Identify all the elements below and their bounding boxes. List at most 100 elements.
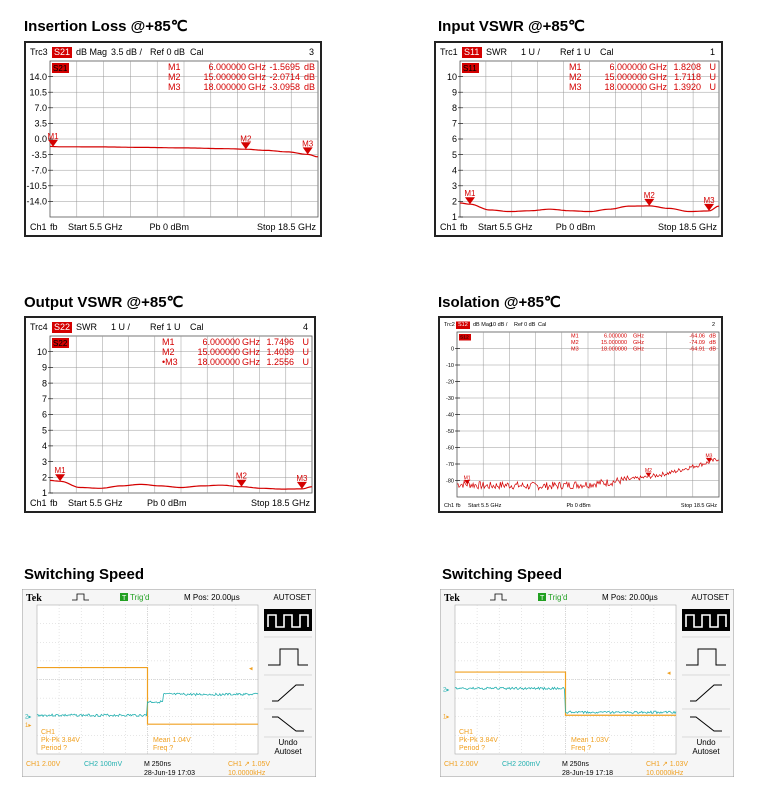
- y-tick-label: 6: [452, 134, 457, 144]
- marker-value-unit: dB: [304, 82, 315, 92]
- y-tick-label: -10: [446, 363, 454, 369]
- trace-format: SWR: [486, 47, 507, 57]
- param-label: S21: [54, 47, 70, 57]
- ch2-scale: CH2 200mV: [502, 761, 540, 768]
- trace-ref: Ref 0 dB: [514, 322, 536, 328]
- marker-name: M1: [571, 334, 579, 340]
- y-tick-label: -20: [446, 379, 454, 385]
- marker-freq: 6.000000: [609, 62, 647, 72]
- ch1-scale: CH1 2.00V: [26, 761, 61, 768]
- ch1-scale: CH1 2.00V: [444, 761, 479, 768]
- marker-triangle: [302, 147, 313, 155]
- marker-name: M2: [162, 347, 175, 357]
- marker-value-unit: U: [303, 357, 310, 367]
- ref-tag: [462, 63, 479, 73]
- marker-freq: 6.000000: [202, 337, 240, 347]
- marker-freq-unit: GHz: [242, 357, 261, 367]
- channel-number: 3: [309, 47, 314, 57]
- marker-value-unit: dB: [304, 72, 315, 82]
- trig-status-icon: [538, 593, 546, 601]
- ref-tag-label: S21: [53, 64, 68, 73]
- marker-freq-unit: GHz: [633, 340, 644, 346]
- undo-label: Undo: [278, 738, 298, 747]
- trace-scale: 10 dB /: [490, 322, 508, 328]
- falling-edge-icon: [690, 716, 722, 732]
- trace-line: [456, 457, 719, 491]
- y-tick-label: 10: [447, 72, 457, 82]
- square-wave-button: [682, 609, 730, 631]
- marker-triangle: [464, 197, 475, 205]
- marker-freq: 6.000000: [604, 334, 627, 340]
- y-tick-label: 7: [452, 119, 457, 129]
- marker-tag: M1: [47, 132, 59, 141]
- ch1-trace: [455, 671, 676, 716]
- y-tick-label: 3.5: [34, 119, 47, 129]
- marker-name: M1: [162, 337, 175, 347]
- y-tick-label: 7.0: [34, 103, 47, 113]
- measure-mean: Mean 1.03V: [571, 737, 609, 744]
- y-tick-label: 5: [452, 150, 457, 160]
- trace-scale: 1 U /: [521, 47, 541, 57]
- marker-freq: 15.000000: [197, 347, 240, 357]
- scope-screen-2: Tek T Trig'd M Pos: 20.00µs AUTOSET 2▸ 1▸ ◂ CH1 P…: [439, 588, 735, 778]
- isolation-chart: Trc2 S12 dB Mag 10 dB / Ref 0 dB Cal 2 0 -10 -20-…: [438, 316, 723, 513]
- marker-tag: M2: [236, 472, 248, 481]
- horizontal-position: M Pos: 20.00µs: [602, 593, 658, 602]
- marker-value-unit: U: [303, 337, 310, 347]
- footer-fb: fb: [50, 222, 58, 232]
- marker-name: M1: [168, 62, 181, 72]
- square-wave-icon: [267, 614, 309, 628]
- switching-speed-title-2: Switching Speed: [442, 566, 563, 583]
- y-tick-label: 3: [452, 181, 457, 191]
- ch2-trace: [454, 686, 677, 715]
- trace-line: [49, 145, 319, 158]
- y-tick-label: 3: [42, 457, 47, 467]
- channel-number: 2: [712, 322, 715, 328]
- marker-freq-unit: GHz: [649, 82, 668, 92]
- marker-freq-unit: GHz: [633, 334, 644, 340]
- trace-ref: Ref 1 U: [150, 322, 181, 332]
- marker-freq-unit: GHz: [649, 62, 668, 72]
- marker-freq-unit: GHz: [248, 82, 267, 92]
- measure-pkpk: Pk-Pk 3.84V: [459, 737, 498, 744]
- footer-start: Start 5.5 GHz: [68, 498, 123, 508]
- marker-name: M3: [569, 82, 582, 92]
- ch2-scale: CH2 100mV: [84, 761, 122, 768]
- marker-value: -74.09: [689, 340, 705, 346]
- trace-line: [49, 479, 313, 490]
- y-tick-label: 9: [42, 363, 47, 373]
- y-tick-label: 14.0: [29, 72, 47, 82]
- marker-freq-unit: GHz: [649, 72, 668, 82]
- trig-status-icon: [120, 593, 128, 601]
- footer-power: Pb 0 dBm: [149, 222, 189, 232]
- insertion-loss-chart: Trc3 S21 dB Mag 3.5 dB / Ref 0 dB Cal 3 14.0 10.…: [24, 41, 322, 237]
- y-tick-label: 2: [452, 197, 457, 207]
- output-vswr-title: Output VSWR @+85℃: [24, 294, 184, 311]
- y-tick-label: 2: [42, 472, 47, 482]
- marker-value: -1.5695: [269, 62, 300, 72]
- footer-fb: fb: [50, 498, 58, 508]
- horizontal-position: M Pos: 20.00µs: [184, 593, 240, 602]
- footer-start: Start 5.5 GHz: [68, 222, 123, 232]
- marker-value: 1.7118: [674, 72, 701, 82]
- ch1-marker: 1▸: [25, 723, 31, 729]
- marker-tag: M3: [296, 474, 308, 483]
- trigger-edge-icon: [490, 593, 507, 601]
- y-tick-label: 9: [452, 87, 457, 97]
- trace-label: Trc4: [30, 322, 48, 332]
- marker-value: -2.0714: [269, 72, 300, 82]
- y-tick-label: 4: [42, 441, 47, 451]
- measure-period: Period ?: [41, 745, 67, 752]
- timebase: M 250ns: [562, 761, 589, 768]
- marker-tag: M3: [703, 196, 715, 205]
- trace-format: SWR: [76, 322, 97, 332]
- footer-channel: Ch1: [444, 503, 454, 509]
- y-tick-label: 8: [452, 103, 457, 113]
- y-tick-label: 5: [42, 425, 47, 435]
- marker-value-unit: dB: [709, 347, 716, 353]
- ch1-trace: [37, 666, 258, 725]
- marker-triangle: [236, 479, 247, 487]
- marker-value: 1.3920: [673, 82, 701, 92]
- measure-pkpk: Pk-Pk 3.84V: [41, 737, 80, 744]
- output-vswr-chart: Trc4 S22 SWR 1 U / Ref 1 U Cal 4 10 9 8 7 6 5 4 3 2 1 S22…: [24, 316, 316, 513]
